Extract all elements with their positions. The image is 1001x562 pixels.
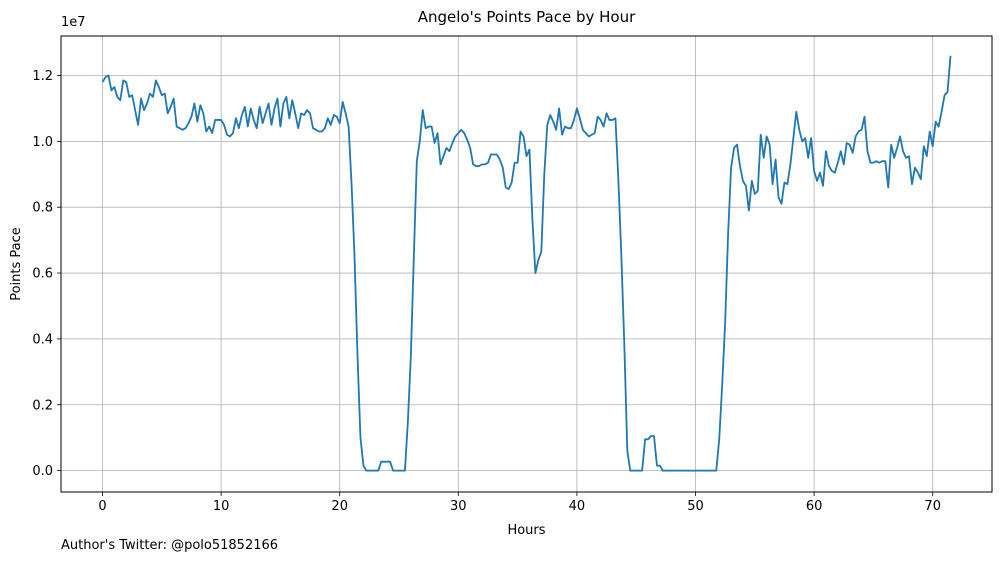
x-tick-label: 60 (806, 499, 823, 514)
y-axis-label: Points Pace (9, 227, 24, 301)
x-tick-label: 10 (213, 499, 230, 514)
y-axis: 0.0 0.2 0.4 0.6 0.8 1.0 1.2 (32, 69, 61, 479)
chart-title: Angelo's Points Pace by Hour (418, 8, 636, 26)
y-tick-label: 1.2 (32, 69, 53, 84)
y-tick-label: 0.6 (32, 267, 53, 282)
x-tick-label: 40 (569, 499, 586, 514)
y-tick-label: 0.2 (32, 398, 53, 413)
x-tick-label: 70 (924, 499, 941, 514)
x-axis: 0 10 20 30 40 50 60 70 (98, 492, 941, 514)
y-tick-label: 0.4 (32, 332, 53, 347)
grid-lines (61, 36, 992, 492)
x-axis-label: Hours (507, 523, 545, 538)
author-footer: Author's Twitter: @polo51852166 (61, 538, 279, 553)
x-tick-label: 0 (98, 499, 106, 514)
y-tick-label: 0.0 (32, 464, 53, 479)
y-tick-label: 1.0 (32, 135, 53, 150)
x-tick-label: 30 (450, 499, 467, 514)
series-line (101, 55, 952, 472)
x-tick-label: 50 (687, 499, 704, 514)
y-tick-label: 0.8 (32, 201, 53, 216)
x-tick-label: 20 (331, 499, 348, 514)
y-offset-label: 1e7 (61, 15, 86, 30)
plot-area-frame (60, 35, 993, 493)
